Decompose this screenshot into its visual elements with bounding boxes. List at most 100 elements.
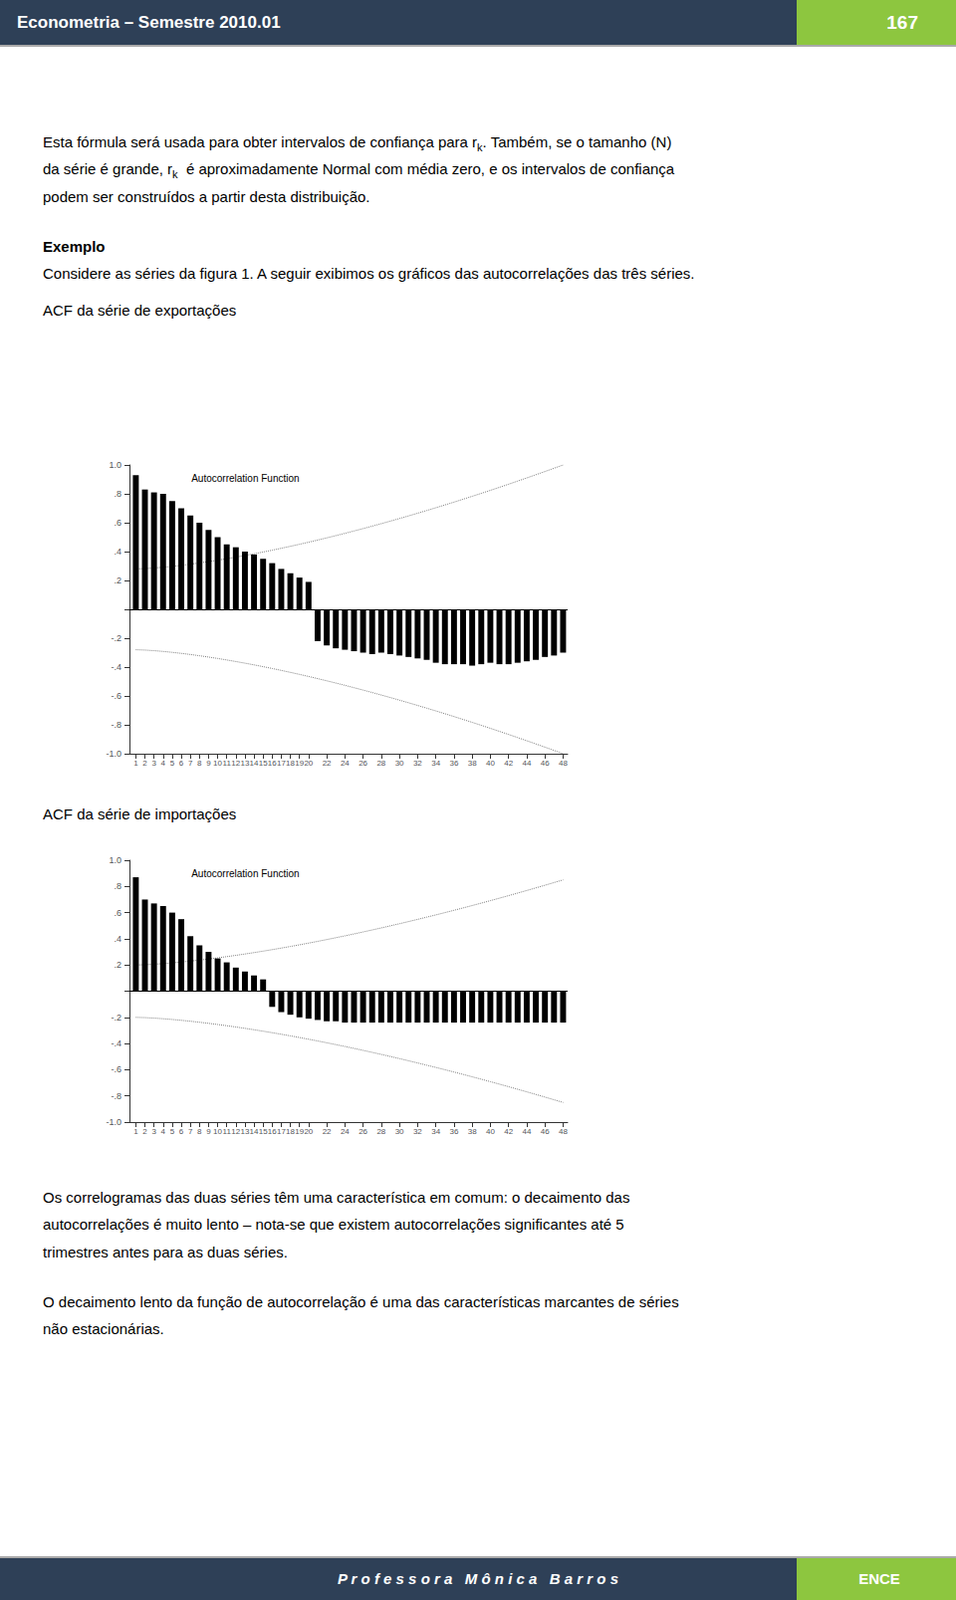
svg-text:28: 28 (376, 1127, 386, 1137)
svg-text:46: 46 (540, 758, 550, 768)
svg-text:36: 36 (449, 758, 459, 768)
svg-text:34: 34 (431, 758, 441, 768)
svg-text:15: 15 (258, 1127, 268, 1137)
svg-text:9: 9 (206, 1127, 212, 1137)
html-text:ACF da série de exportações: ACF da série de exportações (42, 301, 237, 319)
svg-text:28: 28 (376, 758, 386, 768)
svg-text:.4: .4 (113, 546, 122, 557)
html-text:Econometria – Semestre 2010.01: Econometria – Semestre 2010.01 (16, 12, 281, 32)
svg-text:-.6: -.6 (110, 1064, 122, 1075)
svg-text:32: 32 (413, 758, 423, 768)
svg-text:19: 19 (294, 758, 304, 768)
svg-text:19: 19 (294, 1127, 304, 1137)
svg-text:34: 34 (431, 1127, 441, 1137)
svg-text:12: 12 (231, 758, 240, 768)
svg-text:30: 30 (395, 758, 405, 768)
svg-text:15: 15 (258, 758, 268, 768)
svg-text:16: 16 (267, 1127, 277, 1137)
svg-text:36: 36 (449, 1127, 459, 1137)
svg-text:32: 32 (413, 1127, 423, 1137)
svg-text:-.8: -.8 (110, 1091, 122, 1102)
svg-text:Autocorrelation Function: Autocorrelation Function (191, 473, 299, 484)
svg-text:.6: .6 (113, 908, 122, 919)
svg-text:48: 48 (558, 1127, 568, 1137)
svg-text:48: 48 (558, 758, 568, 768)
svg-text:1: 1 (133, 1127, 139, 1137)
svg-text:3: 3 (151, 1127, 157, 1137)
svg-text:38: 38 (468, 758, 478, 768)
svg-text:8: 8 (197, 1127, 203, 1137)
svg-text:10: 10 (213, 1127, 223, 1137)
svg-text:13: 13 (239, 758, 249, 768)
svg-text:46: 46 (540, 1127, 550, 1137)
html-text:ACF da série de importações: ACF da série de importações (42, 805, 237, 823)
svg-text:42: 42 (503, 758, 513, 768)
svg-text:9: 9 (206, 758, 212, 768)
svg-text:20: 20 (303, 1127, 313, 1137)
html-text:Esta fórmula será usada para o: Esta fórmula será usada para obter inter… (42, 133, 672, 154)
svg-text:14: 14 (249, 1127, 259, 1137)
svg-text:13: 13 (239, 1127, 249, 1137)
svg-text:40: 40 (485, 758, 495, 768)
svg-text:44: 44 (521, 758, 531, 768)
svg-text:8: 8 (197, 758, 203, 768)
svg-text:16: 16 (267, 758, 277, 768)
svg-text:22: 22 (322, 1127, 332, 1137)
svg-text:24: 24 (340, 758, 350, 768)
svg-text:7: 7 (188, 1127, 194, 1137)
svg-text:38: 38 (468, 1127, 478, 1137)
svg-text:40: 40 (485, 1127, 495, 1137)
svg-text:30: 30 (395, 1127, 405, 1137)
svg-text:4: 4 (161, 758, 167, 768)
svg-text:42: 42 (503, 1127, 513, 1137)
svg-text:Autocorrelation Function: Autocorrelation Function (191, 868, 299, 880)
svg-text:-1.0: -1.0 (105, 748, 122, 759)
svg-text:4: 4 (161, 1127, 167, 1137)
svg-text:5: 5 (170, 758, 176, 768)
html-text:167: 167 (886, 11, 919, 33)
svg-text:.8: .8 (113, 488, 122, 499)
svg-text:1: 1 (133, 758, 139, 768)
svg-text:17: 17 (276, 758, 286, 768)
svg-text:.2: .2 (113, 959, 122, 970)
html-text:podem ser construídos a partir: podem ser construídos a partir desta dis… (42, 188, 370, 206)
svg-text:26: 26 (358, 1127, 368, 1137)
svg-text:6: 6 (179, 758, 185, 768)
html-text:Considere as séries da figura: Considere as séries da figura 1. A segui… (42, 264, 695, 282)
svg-text:12: 12 (231, 1127, 240, 1137)
svg-text:3: 3 (151, 758, 157, 768)
svg-text:26: 26 (358, 758, 368, 768)
svg-text:11: 11 (223, 758, 233, 768)
svg-text:-1.0: -1.0 (105, 1117, 122, 1128)
svg-text:7: 7 (188, 758, 194, 768)
svg-text:5: 5 (170, 1127, 176, 1137)
svg-text:-.8: -.8 (110, 719, 122, 730)
svg-text:22: 22 (322, 758, 332, 768)
svg-text:-.4: -.4 (110, 662, 122, 673)
svg-text:14: 14 (249, 758, 259, 768)
html-text:da série é grande, rké aproxim: da série é grande, rké aproximadamente N… (42, 160, 675, 181)
svg-text:6: 6 (179, 1127, 185, 1137)
svg-text:1.0: 1.0 (108, 855, 122, 866)
svg-text:.2: .2 (113, 575, 122, 586)
svg-text:20: 20 (303, 758, 313, 768)
svg-text:24: 24 (340, 1127, 350, 1137)
html-text:ENCE: ENCE (858, 1570, 901, 1588)
svg-text:11: 11 (223, 1127, 233, 1137)
svg-text:-.2: -.2 (110, 633, 122, 644)
svg-text:2: 2 (142, 758, 148, 768)
svg-text:-.6: -.6 (110, 691, 122, 702)
svg-text:.4: .4 (113, 934, 122, 945)
svg-text:2: 2 (142, 1127, 148, 1137)
svg-text:17: 17 (276, 1127, 286, 1137)
svg-text:44: 44 (521, 1127, 531, 1137)
svg-text:-.2: -.2 (110, 1012, 122, 1023)
svg-text:-.4: -.4 (110, 1038, 122, 1049)
svg-text:1.0: 1.0 (108, 460, 122, 471)
svg-text:18: 18 (285, 1127, 295, 1137)
svg-text:18: 18 (285, 758, 295, 768)
svg-text:10: 10 (213, 758, 223, 768)
svg-text:.8: .8 (113, 881, 122, 892)
svg-text:.6: .6 (113, 517, 122, 528)
html-text:P r o f e s s o r a M ô n i c: P r o f e s s o r a M ô n i c a B a r r … (337, 1570, 619, 1588)
